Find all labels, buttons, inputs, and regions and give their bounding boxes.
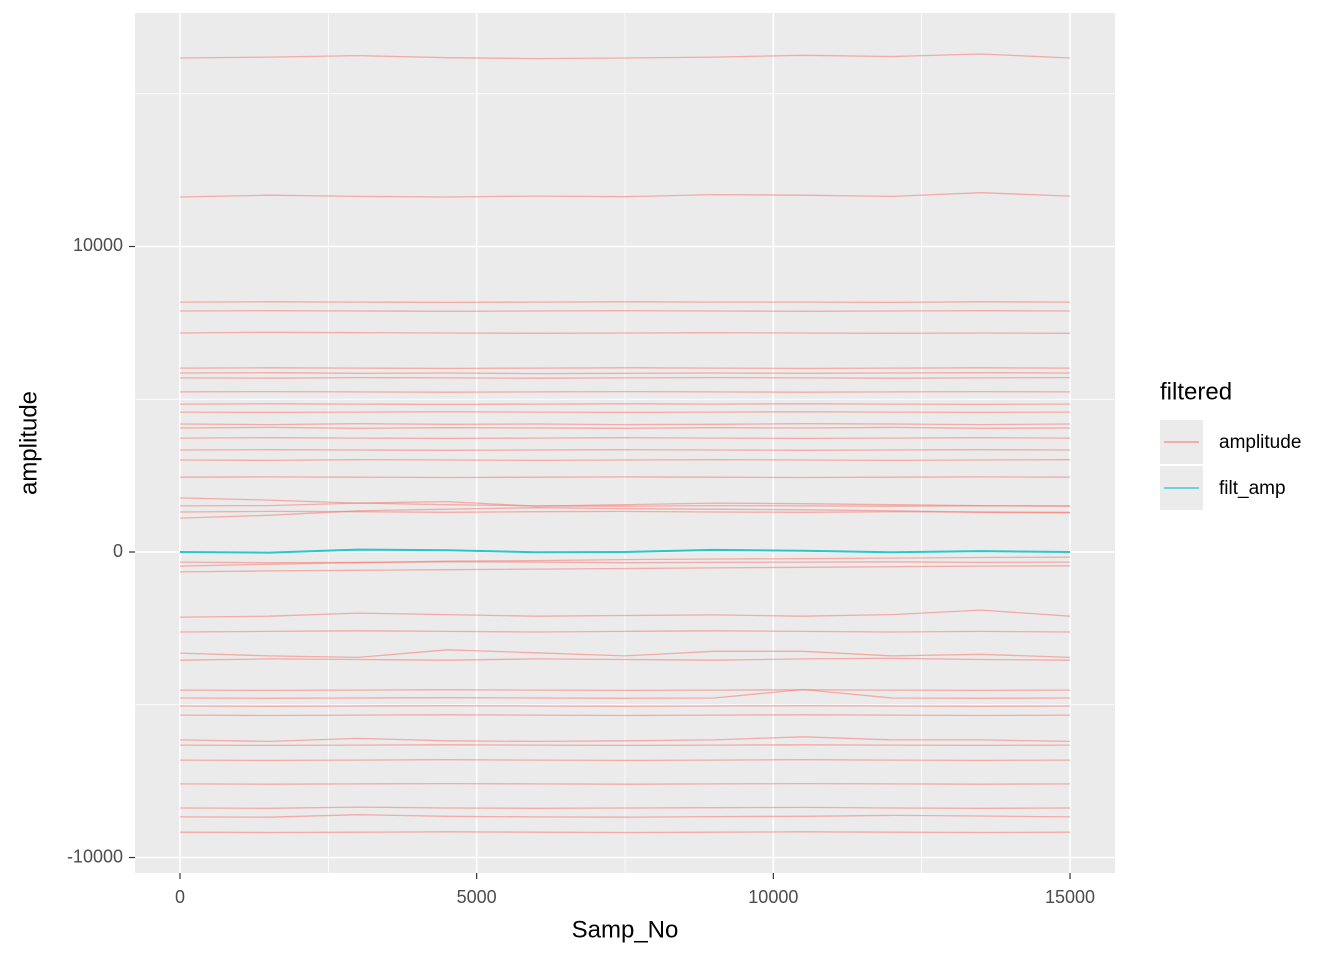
series-line: [179, 497, 1071, 507]
series-line: [179, 449, 1071, 451]
series-line: [179, 331, 1071, 334]
legend-label: filt_amp: [1219, 478, 1286, 499]
series-line: [179, 744, 1071, 747]
series-line: [179, 689, 1071, 692]
series-line: [179, 814, 1071, 818]
series-line: [179, 561, 1071, 564]
x-tick-label: 0: [175, 887, 185, 907]
series-line: [179, 411, 1071, 414]
y-tick-label: -10000: [67, 846, 123, 866]
series-line: [179, 53, 1071, 60]
y-tick-label: 10000: [73, 235, 123, 255]
series-line: [179, 806, 1071, 809]
series-line: [179, 376, 1071, 379]
series-line: [179, 657, 1071, 661]
y-tick-label: 0: [113, 541, 123, 561]
series-line: [179, 714, 1071, 717]
series-line: [179, 426, 1071, 429]
series-line: [179, 476, 1071, 479]
series-line: [179, 403, 1071, 406]
series-line: [179, 548, 1071, 554]
series-line: [179, 705, 1071, 707]
legend-title: filtered: [1160, 378, 1232, 405]
series-line: [179, 782, 1071, 785]
series-line: [179, 507, 1071, 519]
series-line: [179, 372, 1071, 375]
series-line: [179, 565, 1071, 573]
series-line: [179, 423, 1071, 426]
series-line: [179, 459, 1071, 462]
series-line: [179, 301, 1071, 304]
legend-label: amplitude: [1219, 432, 1301, 453]
series-line: [179, 310, 1071, 312]
series-line: [179, 192, 1071, 198]
x-tick-label: 10000: [748, 887, 798, 907]
series-line: [179, 437, 1071, 440]
series-line: [179, 736, 1071, 743]
series-line: [179, 390, 1071, 393]
series-line: [179, 367, 1071, 370]
series-line: [179, 759, 1071, 762]
series-line: [179, 831, 1071, 834]
x-tick-label: 5000: [457, 887, 497, 907]
series-line: [179, 649, 1071, 659]
y-axis-title: amplitude: [15, 391, 42, 495]
x-tick-label: 15000: [1045, 887, 1095, 907]
series-line: [179, 688, 1071, 699]
series-line: [179, 502, 1070, 507]
series-line: [179, 630, 1071, 633]
series-line: [179, 556, 1071, 567]
x-axis-title: Samp_No: [572, 916, 679, 943]
series-line: [179, 609, 1071, 618]
